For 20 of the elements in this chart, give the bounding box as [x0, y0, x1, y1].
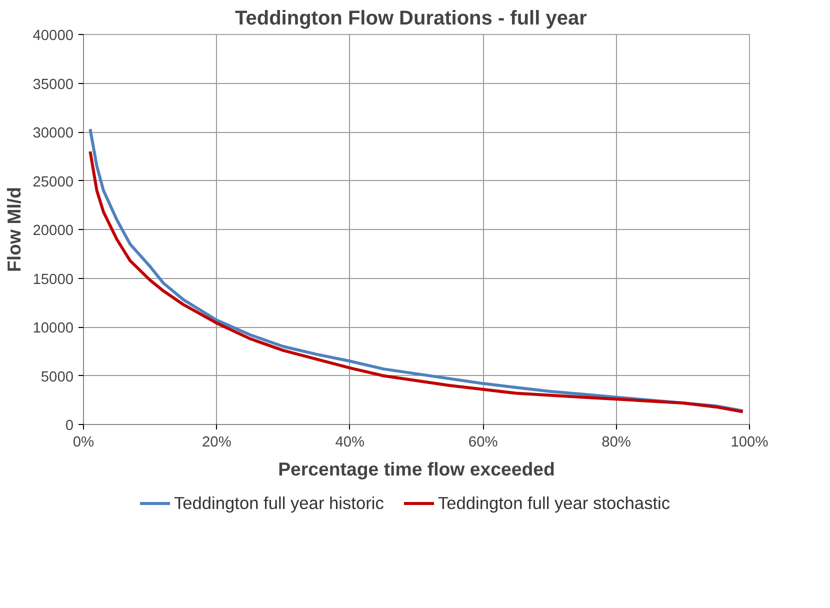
- legend-label: Teddington full year stochastic: [438, 492, 670, 516]
- y-axis-title: Flow Ml/d: [4, 187, 25, 272]
- y-tick-label: 30000: [32, 126, 74, 142]
- x-tick-label: 80%: [602, 434, 631, 450]
- chart-title: Teddington Flow Durations - full year: [235, 8, 588, 30]
- x-axis-title: Percentage time flow exceeded: [278, 458, 555, 480]
- y-tick-label: 35000: [32, 76, 74, 93]
- legend-label: Teddington full year historic: [174, 492, 384, 516]
- y-tick-label: 5000: [40, 369, 74, 386]
- y-tick-label: 20000: [32, 223, 74, 239]
- y-tick-label: 0: [65, 418, 74, 434]
- x-tick-label: 20%: [202, 434, 232, 450]
- y-tick-label: 10000: [32, 320, 74, 336]
- x-tick-label: 0%: [72, 434, 94, 450]
- y-tick-label: 40000: [32, 28, 74, 44]
- y-tick-label: 15000: [32, 272, 74, 288]
- y-tick-label: 25000: [32, 174, 74, 190]
- x-tick-label: 100%: [730, 434, 768, 450]
- x-tick-label: 40%: [335, 434, 365, 450]
- x-tick-label: 60%: [468, 434, 498, 450]
